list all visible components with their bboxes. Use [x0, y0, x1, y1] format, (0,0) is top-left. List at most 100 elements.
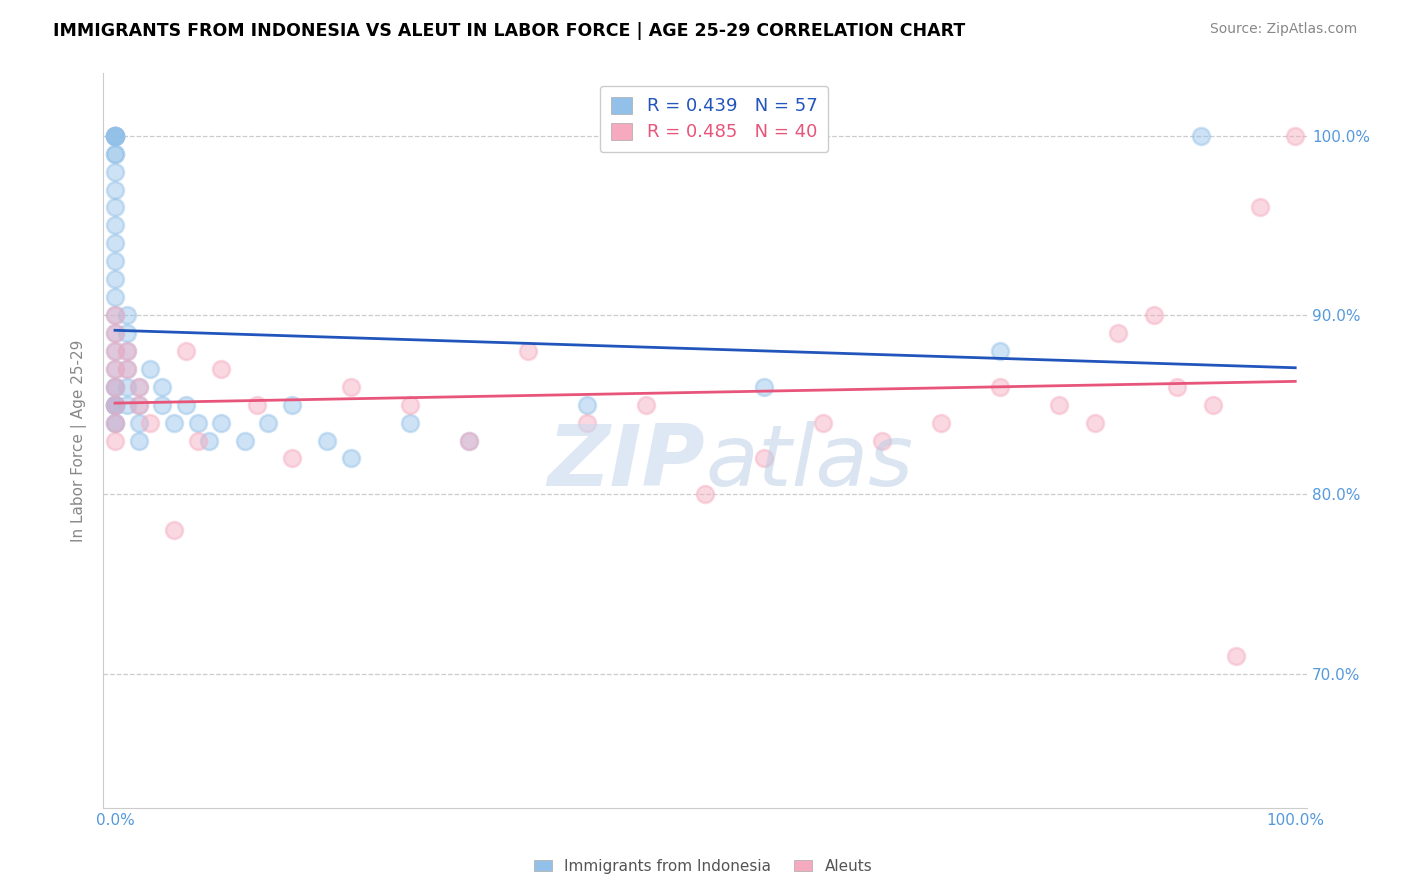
Point: [115, 380, 138, 394]
Point: [163, 523, 186, 537]
Point: [988, 343, 1011, 358]
Point: [115, 343, 138, 358]
Point: [104, 398, 127, 412]
Point: [1249, 201, 1271, 215]
Point: [104, 361, 127, 376]
Point: [104, 164, 127, 178]
Point: [128, 380, 150, 394]
Point: [115, 398, 138, 412]
Point: [139, 416, 162, 430]
Point: [104, 326, 127, 340]
Point: [281, 398, 304, 412]
Point: [752, 451, 775, 466]
Point: [929, 416, 952, 430]
Point: [104, 343, 127, 358]
Point: [104, 398, 127, 412]
Point: [187, 434, 209, 448]
Y-axis label: In Labor Force | Age 25-29: In Labor Force | Age 25-29: [72, 339, 87, 541]
Point: [811, 416, 834, 430]
Point: [104, 128, 127, 143]
Point: [187, 416, 209, 430]
Point: [576, 416, 599, 430]
Point: [246, 398, 269, 412]
Point: [104, 146, 127, 161]
Point: [104, 128, 127, 143]
Point: [104, 146, 127, 161]
Point: [104, 201, 127, 215]
Point: [1166, 380, 1188, 394]
Point: [104, 308, 127, 322]
Point: [128, 416, 150, 430]
Point: [150, 380, 173, 394]
Point: [128, 398, 150, 412]
Point: [128, 380, 150, 394]
Point: [104, 380, 127, 394]
Point: [104, 380, 127, 394]
Point: [104, 398, 127, 412]
Point: [695, 487, 717, 501]
Point: [233, 434, 256, 448]
Point: [198, 434, 221, 448]
Point: [1107, 326, 1129, 340]
Point: [316, 434, 339, 448]
Point: [139, 361, 162, 376]
Point: [163, 416, 186, 430]
Point: [104, 272, 127, 286]
Point: [115, 361, 138, 376]
Point: [115, 326, 138, 340]
Point: [340, 451, 363, 466]
Point: [104, 361, 127, 376]
Point: [1284, 128, 1306, 143]
Point: [257, 416, 280, 430]
Point: [1142, 308, 1164, 322]
Point: [281, 451, 304, 466]
Text: atlas: atlas: [706, 421, 912, 504]
Point: [104, 254, 127, 268]
Point: [104, 219, 127, 233]
Point: [128, 434, 150, 448]
Legend: R = 0.439   N = 57, R = 0.485   N = 40: R = 0.439 N = 57, R = 0.485 N = 40: [600, 86, 828, 153]
Point: [104, 434, 127, 448]
Point: [104, 290, 127, 304]
Point: [988, 380, 1011, 394]
Point: [209, 361, 232, 376]
Point: [1225, 648, 1247, 663]
Point: [104, 398, 127, 412]
Point: [1084, 416, 1107, 430]
Text: IMMIGRANTS FROM INDONESIA VS ALEUT IN LABOR FORCE | AGE 25-29 CORRELATION CHART: IMMIGRANTS FROM INDONESIA VS ALEUT IN LA…: [53, 22, 966, 40]
Point: [340, 380, 363, 394]
Point: [104, 398, 127, 412]
Point: [104, 380, 127, 394]
Point: [104, 416, 127, 430]
Point: [399, 398, 422, 412]
Point: [104, 326, 127, 340]
Point: [1201, 398, 1223, 412]
Point: [128, 398, 150, 412]
Point: [174, 343, 197, 358]
Point: [150, 398, 173, 412]
Point: [104, 128, 127, 143]
Text: Source: ZipAtlas.com: Source: ZipAtlas.com: [1209, 22, 1357, 37]
Point: [104, 343, 127, 358]
Point: [104, 128, 127, 143]
Point: [576, 398, 599, 412]
Point: [115, 308, 138, 322]
Point: [458, 434, 481, 448]
Point: [1189, 128, 1212, 143]
Point: [104, 128, 127, 143]
Point: [1047, 398, 1070, 412]
Point: [636, 398, 658, 412]
Point: [399, 416, 422, 430]
Point: [104, 128, 127, 143]
Point: [104, 308, 127, 322]
Point: [752, 380, 775, 394]
Point: [517, 343, 540, 358]
Point: [104, 236, 127, 251]
Legend: Immigrants from Indonesia, Aleuts: Immigrants from Indonesia, Aleuts: [527, 853, 879, 880]
Point: [209, 416, 232, 430]
Point: [115, 361, 138, 376]
Point: [115, 343, 138, 358]
Point: [870, 434, 893, 448]
Point: [104, 416, 127, 430]
Point: [104, 416, 127, 430]
